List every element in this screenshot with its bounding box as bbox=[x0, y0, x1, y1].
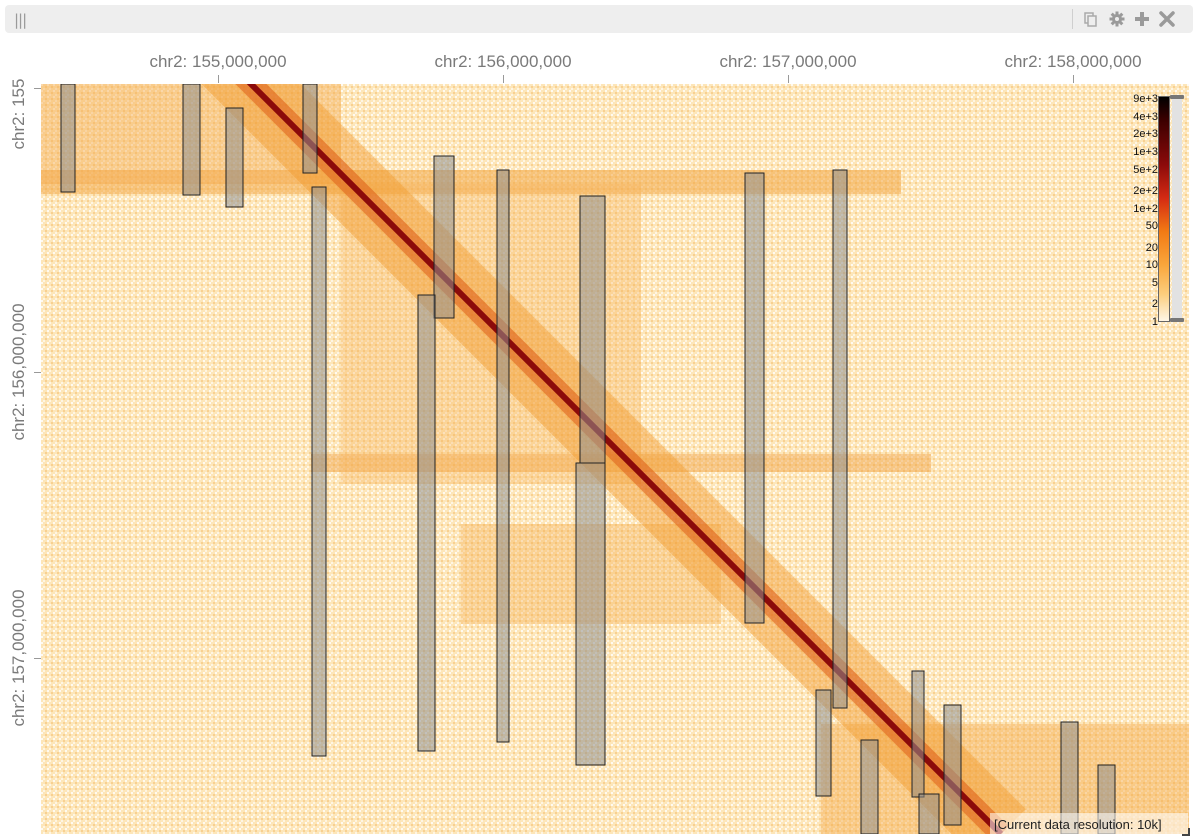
colorbar-label: 20 bbox=[1145, 242, 1158, 254]
annotation-rect[interactable] bbox=[918, 793, 940, 834]
heatmap-canvas bbox=[41, 84, 1189, 834]
contact-heatmap[interactable] bbox=[41, 84, 1189, 834]
annotation-rect[interactable] bbox=[744, 172, 765, 624]
top-axis-tick-label: chr2: 155,000,000 bbox=[149, 52, 287, 71]
drag-handle-icon[interactable]: ||| bbox=[14, 11, 27, 29]
top-axis-tick-label: chr2: 158,000,000 bbox=[1004, 52, 1142, 71]
top-axis-tick bbox=[503, 75, 504, 83]
annotation-rect[interactable] bbox=[911, 670, 925, 798]
annotation-rect[interactable] bbox=[182, 84, 201, 196]
left-axis-tick bbox=[34, 88, 41, 89]
colorbar: 9e+3 4e+3 2e+3 1e+3 5e+2 2e+2 1e+2 50 20… bbox=[1108, 93, 1192, 328]
colorbar-label: 1 bbox=[1151, 316, 1158, 328]
left-axis-tick bbox=[34, 372, 41, 373]
left-axis-tick bbox=[34, 658, 41, 659]
left-axis-tick-label: chr2: 156,000,000 bbox=[9, 303, 28, 441]
annotation-rect[interactable] bbox=[575, 462, 606, 766]
annotation-rect[interactable] bbox=[860, 739, 879, 834]
annotation-rect[interactable] bbox=[417, 294, 436, 752]
left-axis-tick-label: chr2: 155 bbox=[9, 78, 28, 150]
annotation-rect[interactable] bbox=[815, 689, 832, 797]
annotation-rect[interactable] bbox=[433, 155, 455, 319]
copy-icon[interactable] bbox=[1082, 10, 1100, 28]
annotation-rect[interactable] bbox=[1060, 721, 1079, 834]
colorbar-label: 9e+3 bbox=[1133, 93, 1158, 105]
colorbar-label: 2e+2 bbox=[1133, 185, 1158, 197]
annotation-rects bbox=[60, 84, 1116, 834]
colorbar-label: 5 bbox=[1151, 277, 1158, 289]
annotation-rect[interactable] bbox=[225, 107, 244, 208]
left-axis: chr2: 155 chr2: 156,000,000 chr2: 157,00… bbox=[0, 79, 41, 834]
annotation-rect[interactable] bbox=[832, 169, 848, 709]
colorbar-max-handle[interactable] bbox=[1170, 95, 1184, 99]
colorbar-range-slider[interactable] bbox=[1172, 95, 1182, 321]
colorbar-min-handle[interactable] bbox=[1170, 318, 1184, 322]
left-axis-tick-label: chr2: 157,000,000 bbox=[9, 589, 28, 727]
colorbar-label: 1e+2 bbox=[1133, 203, 1158, 215]
plus-icon[interactable] bbox=[1133, 10, 1151, 28]
top-axis: chr2: 155,000,000 chr2: 156,000,000 chr2… bbox=[40, 38, 1190, 84]
colorbar-label: 4e+3 bbox=[1133, 111, 1158, 123]
annotation-rect[interactable] bbox=[311, 186, 327, 757]
colorbar-label: 2 bbox=[1151, 298, 1158, 310]
top-axis-tick-label: chr2: 157,000,000 bbox=[719, 52, 857, 71]
colorbar-label: 2e+3 bbox=[1133, 128, 1158, 140]
annotation-rect[interactable] bbox=[943, 704, 962, 826]
resize-handle-icon[interactable] bbox=[1182, 828, 1190, 836]
close-icon[interactable] bbox=[1158, 10, 1176, 28]
colorbar-label: 5e+2 bbox=[1133, 164, 1158, 176]
annotation-rect[interactable] bbox=[60, 84, 76, 193]
top-axis-tick bbox=[788, 75, 789, 83]
top-axis-tick bbox=[218, 75, 219, 83]
header-divider bbox=[1072, 9, 1073, 29]
annotation-rect[interactable] bbox=[496, 169, 510, 743]
resolution-status: [Current data resolution: 10k] bbox=[990, 813, 1188, 835]
annotation-rect[interactable] bbox=[302, 84, 318, 174]
gear-icon[interactable] bbox=[1108, 10, 1126, 28]
top-axis-tick-label: chr2: 156,000,000 bbox=[434, 52, 572, 71]
top-axis-tick bbox=[1073, 75, 1074, 83]
annotation-rect[interactable] bbox=[579, 195, 606, 464]
colorbar-label: 1e+3 bbox=[1133, 146, 1158, 158]
colorbar-label: 50 bbox=[1145, 220, 1158, 232]
track-header: ||| bbox=[5, 5, 1193, 33]
colorbar-gradient bbox=[1158, 96, 1170, 322]
colorbar-label: 10 bbox=[1145, 259, 1158, 271]
